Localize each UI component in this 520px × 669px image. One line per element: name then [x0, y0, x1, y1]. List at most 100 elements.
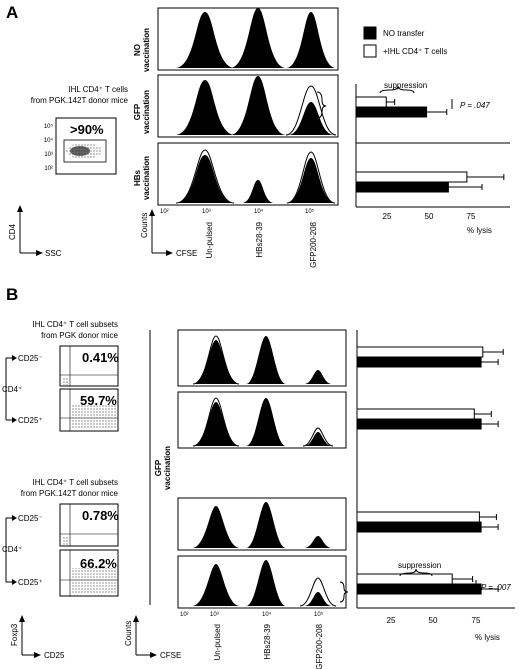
histogram-b-axes: Counts CFSE — [124, 615, 181, 660]
bar-chart-a — [355, 84, 510, 208]
group1-label-line1: IHL CD4⁺ T cell subsets — [33, 320, 118, 329]
legend-no-transfer: NO transfer — [383, 29, 425, 38]
dotplot-a-xlabel: SSC — [45, 249, 62, 258]
dotplot-a: >90% 10⁵ 10⁴ 10³ 10² — [44, 117, 117, 175]
tick-a-25: 25 — [383, 212, 392, 221]
b-bar-3-1 — [356, 573, 453, 585]
histogram-b2 — [177, 391, 347, 449]
tick-b-75: 75 — [472, 616, 481, 625]
peak-label-b-gfp: GFP200-208 — [315, 623, 324, 669]
dotplot-b1: 0.41% — [59, 345, 119, 387]
peak-label-a-unpulsed: Un-pulsed — [205, 222, 214, 258]
panel-a-letter: A — [6, 3, 18, 22]
dotplot-a-axes: CD4 SSC — [8, 205, 62, 258]
cd4-b1: CD4⁺ — [2, 385, 22, 394]
b-bar-3-0 — [356, 583, 482, 595]
tick-b-50: 50 — [429, 616, 438, 625]
histogram-a-axes: Counts CFSE — [140, 209, 197, 258]
histogram-b1 — [177, 329, 347, 387]
cd25pos-b2: CD25⁺ — [18, 578, 43, 587]
svg-text:10²: 10² — [160, 209, 169, 215]
suppression-brace-a — [379, 85, 415, 94]
histogram-a-row1 — [157, 7, 339, 71]
tick-a-50: 50 — [425, 212, 434, 221]
group2-label-line1: IHL CD4⁺ T cell subsets — [33, 478, 118, 487]
pct-b1: 0.41% — [82, 350, 119, 365]
row-a2-label1: GFP — [133, 103, 142, 120]
b-bar-2-0 — [356, 521, 482, 533]
dotplot-b-ylabel: Foxp3 — [10, 623, 19, 646]
pvalue-a: P = .047 — [460, 101, 490, 110]
suppression-brace-b — [399, 568, 433, 577]
suppression-label-a: suppression — [384, 81, 427, 90]
hist-a-xlabel: CFSE — [176, 249, 197, 258]
b-bar-1-0 — [356, 418, 482, 430]
dotplot-b-axes: Foxp3 CD25 — [10, 615, 65, 660]
peak-label-b-unpulsed: Un-pulsed — [213, 624, 222, 660]
hist-b-ylabel: Counts — [124, 621, 133, 646]
donor-label-a-line2: from PGK.142T donor mice — [31, 96, 129, 105]
hist-b-xlabel: CFSE — [160, 651, 181, 660]
a-bar-1-0 — [355, 181, 449, 193]
legend-ihl: +IHL CD4⁺ T cells — [383, 47, 447, 56]
hist-a-ylabel: Counts — [140, 213, 149, 238]
row-a3-label2: vaccination — [142, 156, 151, 200]
suppression-label-b: suppression — [398, 561, 441, 570]
svg-text:10³: 10³ — [210, 612, 219, 618]
row-a3-label1: HBs — [133, 169, 142, 186]
panel-b-letter: B — [6, 285, 18, 304]
histogram-b3 — [177, 497, 347, 551]
svg-text:10²: 10² — [44, 166, 53, 172]
xlabel-b: % lysis — [475, 633, 500, 642]
gate-percent-a: >90% — [70, 122, 104, 137]
peak-label-a-hbs: HBs28-39 — [255, 221, 264, 257]
histogram-a-row3: 10² 10³ 10⁴ 10⁵ — [157, 142, 339, 215]
dotplot-b2: 59.7% — [59, 388, 119, 432]
svg-text:10⁵: 10⁵ — [44, 123, 54, 130]
tick-a-75: 75 — [467, 212, 476, 221]
b-bar-0-1 — [356, 346, 484, 358]
xlabel-a: % lysis — [467, 226, 492, 235]
svg-text:10³: 10³ — [44, 152, 53, 158]
svg-text:10⁵: 10⁵ — [305, 208, 315, 215]
row-a2-label2: vaccination — [142, 90, 151, 134]
pct-b3: 0.78% — [82, 508, 119, 523]
peak-label-b-hbs: HBs28-39 — [263, 623, 272, 659]
group2-label-line2: from PGK.142T donor mice — [21, 489, 119, 498]
legend-a: NO transfer +IHL CD4⁺ T cells — [363, 26, 447, 58]
b-bar-0-0 — [356, 356, 482, 368]
svg-text:10⁴: 10⁴ — [44, 137, 54, 144]
svg-text:10²: 10² — [180, 612, 189, 618]
a-bar-0-1 — [355, 96, 387, 108]
group1-label-line2: from PGK donor mice — [41, 331, 118, 340]
histogram-b4: 10² 10³ 10⁴ 10⁵ — [177, 555, 349, 618]
pct-b4: 66.2% — [80, 556, 117, 571]
pvalue-b: P = .007 — [481, 583, 511, 592]
dotplot-a-ylabel: CD4 — [8, 223, 17, 240]
a-bar-0-0 — [355, 106, 428, 118]
vacc-b-label2: vaccination — [163, 446, 172, 490]
dotplot-b4: 66.2% — [59, 549, 119, 597]
svg-text:10⁵: 10⁵ — [314, 611, 324, 618]
bar-chart-b — [356, 330, 515, 609]
svg-text:10³: 10³ — [202, 209, 211, 215]
vacc-b-label1: GFP — [154, 459, 163, 476]
svg-text:10⁴: 10⁴ — [254, 208, 264, 215]
peak-label-a-gfp: GFP200-208 — [309, 221, 318, 267]
row-a1-label2: vaccination — [142, 28, 151, 72]
cd25neg-b1: CD25⁻ — [18, 354, 43, 363]
dotplot-b3: 0.78% — [59, 503, 119, 547]
histogram-a-row2 — [157, 74, 339, 138]
b-bar-1-1 — [356, 408, 475, 420]
pct-b2: 59.7% — [80, 393, 117, 408]
cd4-b2: CD4⁺ — [2, 545, 22, 554]
cd25pos-b1: CD25⁺ — [18, 416, 43, 425]
dotplot-b-xlabel: CD25 — [44, 651, 65, 660]
b-bar-2-1 — [356, 511, 480, 523]
row-a1-label1: NO — [133, 44, 142, 56]
tick-b-25: 25 — [387, 616, 396, 625]
svg-text:10⁴: 10⁴ — [262, 611, 272, 618]
cd25neg-b2: CD25⁻ — [18, 514, 43, 523]
a-bar-1-1 — [355, 171, 468, 183]
